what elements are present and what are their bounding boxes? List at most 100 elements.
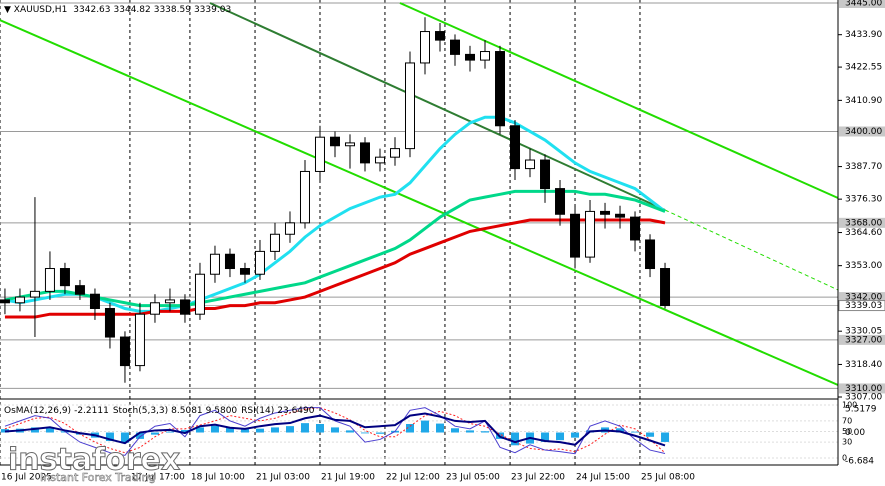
- trendline: [0, 19, 839, 386]
- candle-body: [29, 290, 40, 298]
- rsi-value: 23.6490: [277, 406, 314, 416]
- stoch-label: Stoch(5,3,3): [113, 406, 168, 416]
- candle-body: [630, 216, 641, 241]
- level-label: 3400.00: [845, 127, 882, 137]
- header-open: 3342.63: [73, 5, 110, 15]
- osma-bar: [541, 432, 550, 442]
- x-tick-label: 22 Jul 12:00: [386, 473, 440, 483]
- osma-bar: [360, 432, 369, 434]
- x-tick-label: 16 Jul 2025: [1, 473, 52, 483]
- candle-body: [660, 268, 671, 307]
- x-tick-label: 23 Jul 22:00: [511, 473, 565, 483]
- candle-body: [269, 233, 280, 252]
- candle-body: [119, 336, 130, 367]
- level-label: 3445.00: [845, 0, 882, 9]
- candle-body: [329, 136, 340, 147]
- y-tick-label: 3353.00: [845, 261, 882, 271]
- y-tick-label: 3376.30: [845, 195, 882, 205]
- candle-body: [209, 253, 220, 275]
- candle-body: [525, 159, 536, 170]
- osma-bar: [375, 432, 384, 434]
- candle-body: [224, 253, 235, 270]
- x-tick-label: 17 Jul 17:00: [131, 473, 185, 483]
- candle-body: [284, 222, 295, 235]
- y-tick-label: 3433.90: [845, 30, 882, 40]
- candle-body: [74, 285, 85, 295]
- y-tick-label: 3364.60: [845, 228, 882, 238]
- level-label: 3327.00: [845, 335, 882, 345]
- rsi-label: RSI(14): [241, 406, 274, 416]
- osma-bar: [30, 427, 39, 433]
- symbol: XAUUSD,H1: [14, 5, 68, 15]
- x-tick-label: 25 Jul 08:00: [641, 473, 695, 483]
- y-tick-label: 3307.00: [845, 393, 882, 403]
- osma-bar: [120, 432, 129, 443]
- stoch-signal: 9.5800: [206, 406, 238, 416]
- trendline: [664, 209, 839, 291]
- stoch-signal-line: [4, 407, 666, 454]
- trendline: [399, 2, 839, 199]
- y-tick-label: 3410.90: [845, 96, 882, 106]
- candle-body: [344, 142, 355, 147]
- osma-bar: [225, 426, 234, 433]
- rsi-line: [4, 412, 666, 447]
- candle-body: [374, 156, 385, 164]
- x-tick-label: 21 Jul 03:00: [256, 473, 310, 483]
- moving-average: [4, 189, 666, 308]
- header-close: 3339.03: [194, 5, 231, 15]
- osma-bar: [300, 423, 309, 433]
- indicator-header: OsMA(12,26,9) -2.2111 Stoch(5,3,3) 8.5081 9.…: [4, 406, 315, 416]
- y-tick-label: 3330.05: [845, 327, 882, 337]
- candle-body: [585, 210, 596, 258]
- osma-bar: [165, 431, 174, 433]
- candle-body: [404, 62, 415, 150]
- y-tick-label: 3318.40: [845, 360, 882, 370]
- osma-bar: [330, 427, 339, 433]
- candle-body: [540, 159, 551, 190]
- y-tick-label: 3387.70: [845, 162, 882, 172]
- osma-bar: [556, 432, 565, 441]
- last-price-box: [838, 300, 885, 312]
- osma-bar: [240, 429, 249, 433]
- level-label: 3310.00: [845, 384, 882, 394]
- candle-body: [134, 313, 145, 367]
- candle-body: [495, 51, 506, 127]
- moving-average: [4, 218, 666, 319]
- osma-tick-label: 0.00: [845, 428, 865, 438]
- osma-bar: [255, 428, 264, 433]
- x-tick-label: 24 Jul 15:00: [576, 473, 630, 483]
- level-label-box: [839, 292, 885, 303]
- osma-bar: [436, 423, 445, 433]
- osma-bar: [405, 423, 414, 433]
- osma-bar: [646, 432, 655, 437]
- candle-body: [389, 148, 400, 158]
- y-tick-label: 3422.55: [845, 63, 882, 73]
- candle-body: [314, 136, 325, 172]
- header-high: 3344.82: [114, 5, 151, 15]
- trendline: [209, 2, 666, 211]
- osma-bar: [466, 430, 475, 433]
- osma-bar: [571, 432, 580, 438]
- candle-body: [480, 51, 491, 61]
- osma-tick-label: 5.5179: [845, 405, 877, 415]
- osma-bar: [195, 427, 204, 433]
- candle-body: [600, 210, 611, 215]
- osma-bar: [345, 430, 354, 433]
- candle-body: [44, 268, 55, 292]
- osma-bar: [285, 426, 294, 433]
- candle-body: [510, 125, 521, 170]
- osma-bar: [421, 420, 430, 433]
- candle-body: [645, 239, 656, 270]
- candle-body: [14, 296, 25, 304]
- candle-body: [239, 268, 250, 275]
- osma-bar: [315, 423, 324, 433]
- osma-bar: [616, 428, 625, 433]
- candle-body: [555, 188, 566, 215]
- osma-value: -2.2111: [74, 406, 109, 416]
- candle-body: [359, 142, 370, 164]
- last-price-label: 3339.03: [845, 301, 882, 311]
- oscillator-tick-label: 30: [842, 438, 852, 447]
- stoch-main: 8.5081: [171, 406, 203, 416]
- header-low: 3338.59: [154, 5, 191, 15]
